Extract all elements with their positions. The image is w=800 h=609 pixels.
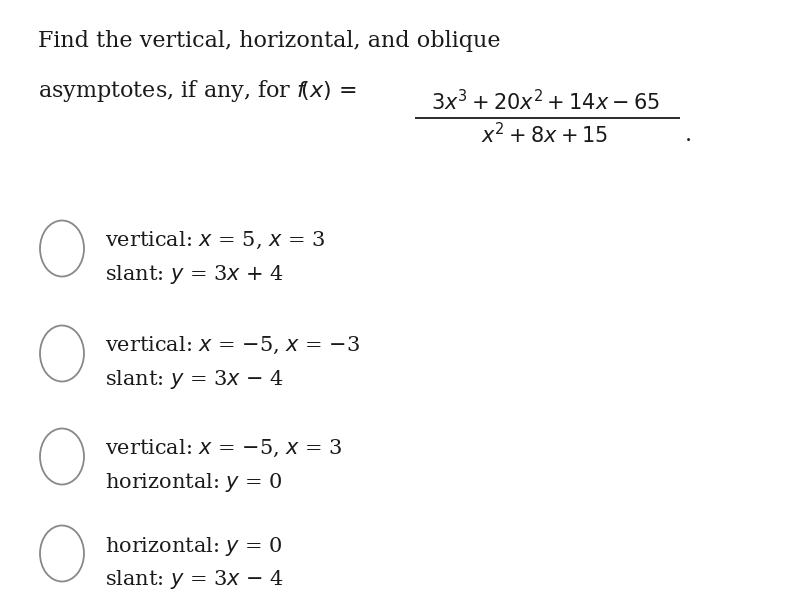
Text: slant: $y$ = 3$x$ $-$ 4: slant: $y$ = 3$x$ $-$ 4 bbox=[105, 568, 284, 591]
Text: Find the vertical, horizontal, and oblique: Find the vertical, horizontal, and obliq… bbox=[38, 30, 501, 52]
Text: vertical: $x$ = $-$5, $x$ = $-$3: vertical: $x$ = $-$5, $x$ = $-$3 bbox=[105, 335, 360, 356]
Text: horizontal: $y$ = 0: horizontal: $y$ = 0 bbox=[105, 535, 283, 558]
Text: slant: $y$ = 3$x$ + 4: slant: $y$ = 3$x$ + 4 bbox=[105, 263, 284, 286]
Text: $x^2 + 8x + 15$: $x^2 + 8x + 15$ bbox=[482, 122, 609, 147]
Text: .: . bbox=[685, 124, 692, 146]
Text: $3x^3 + 20x^2 + 14x - 65$: $3x^3 + 20x^2 + 14x - 65$ bbox=[430, 89, 659, 114]
Text: vertical: $x$ = $-$5, $x$ = 3: vertical: $x$ = $-$5, $x$ = 3 bbox=[105, 438, 342, 459]
Text: vertical: $x$ = 5, $x$ = 3: vertical: $x$ = 5, $x$ = 3 bbox=[105, 230, 326, 251]
Text: asymptotes, if any, for $f\!\left(x\right)$ =: asymptotes, if any, for $f\!\left(x\righ… bbox=[38, 78, 357, 104]
Text: slant: $y$ = 3$x$ $-$ 4: slant: $y$ = 3$x$ $-$ 4 bbox=[105, 368, 284, 391]
Text: horizontal: $y$ = 0: horizontal: $y$ = 0 bbox=[105, 471, 283, 494]
